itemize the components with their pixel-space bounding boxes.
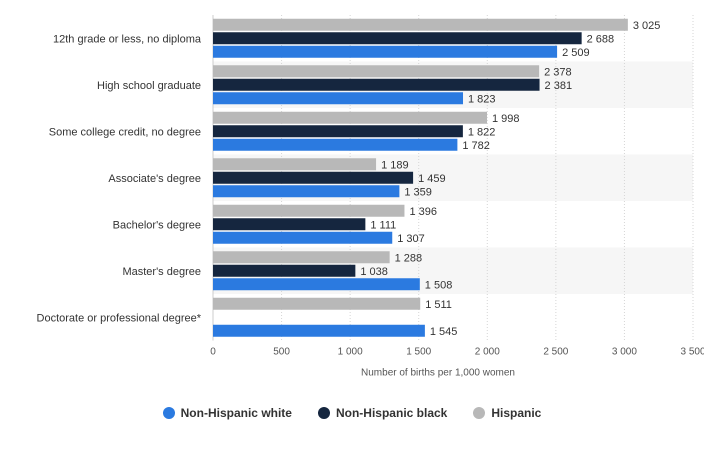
category-label: Master's degree	[122, 266, 201, 278]
data-label: 1 307	[397, 233, 425, 245]
legend-marker	[473, 407, 486, 419]
x-axis-title: Number of births per 1,000 women	[361, 368, 515, 379]
bar	[213, 125, 463, 138]
data-label: 1 823	[468, 93, 496, 105]
bar	[213, 278, 420, 291]
data-label: 2 509	[562, 47, 590, 59]
x-tick-label: 1 500	[406, 347, 431, 358]
category-label: High school graduate	[97, 80, 201, 92]
x-tick-label: 2 500	[543, 347, 568, 358]
bar	[213, 45, 558, 58]
data-label: 3 025	[633, 20, 661, 32]
category-label: Some college credit, no degree	[49, 126, 201, 138]
x-tick-label: 0	[210, 347, 216, 358]
data-label: 1 782	[462, 140, 490, 152]
bar	[213, 18, 628, 31]
data-label: 1 822	[468, 126, 496, 138]
category-label: Bachelor's degree	[113, 219, 201, 231]
x-tick-label: 1 000	[338, 347, 363, 358]
data-label: 2 378	[544, 66, 572, 78]
legend-item[interactable]: Hispanic	[473, 406, 541, 420]
x-tick-label: 2 000	[475, 347, 500, 358]
legend-item[interactable]: Non-Hispanic black	[317, 406, 448, 420]
bar-chart: 0 500 1 000 1 500 2 000 2 500 3 000 3 500 Number…	[37, 15, 704, 379]
data-label: 1 459	[418, 173, 446, 185]
bar	[213, 231, 393, 244]
bar	[213, 92, 464, 105]
data-label: 1 038	[360, 266, 388, 278]
legend-marker	[162, 407, 175, 419]
category-label: Doctorate or professional degree*	[37, 312, 202, 324]
data-label: 1 288	[395, 252, 423, 264]
x-tick-label: 3 000	[612, 347, 637, 358]
x-tick-label: 3 500	[680, 347, 704, 358]
bar	[213, 324, 425, 337]
bar	[213, 185, 400, 198]
x-tick-label: 500	[273, 347, 290, 358]
bar	[213, 65, 540, 78]
legend-label: Non-Hispanic black	[335, 406, 448, 420]
data-label: 1 396	[409, 206, 437, 218]
bar	[213, 264, 356, 277]
data-label: 1 359	[404, 186, 432, 198]
category-label: Associate's degree	[108, 173, 201, 185]
bar	[213, 171, 414, 184]
legend-marker	[317, 407, 330, 419]
data-label: 1 511	[425, 299, 452, 311]
bar	[213, 32, 582, 45]
bar	[213, 218, 366, 231]
data-label: 1 189	[381, 159, 409, 171]
legend: Non-Hispanic white Non-Hispanic black Hisp…	[0, 406, 704, 420]
bar	[213, 111, 488, 124]
data-label: 2 381	[545, 80, 573, 92]
data-label: 2 688	[587, 33, 615, 45]
legend-label: Non-Hispanic white	[180, 406, 292, 420]
legend-label: Hispanic	[491, 406, 542, 420]
data-label: 1 508	[425, 279, 453, 291]
data-label: 1 111	[370, 219, 396, 231]
bar	[213, 204, 405, 217]
bar	[213, 138, 458, 151]
bar	[213, 158, 377, 171]
bar	[213, 251, 390, 264]
bar	[213, 297, 421, 310]
data-label: 1 545	[430, 326, 458, 338]
data-label: 1 998	[492, 113, 520, 125]
category-label: 12th grade or less, no diploma	[53, 33, 202, 45]
bar	[213, 78, 540, 91]
legend-item[interactable]: Non-Hispanic white	[162, 406, 292, 420]
